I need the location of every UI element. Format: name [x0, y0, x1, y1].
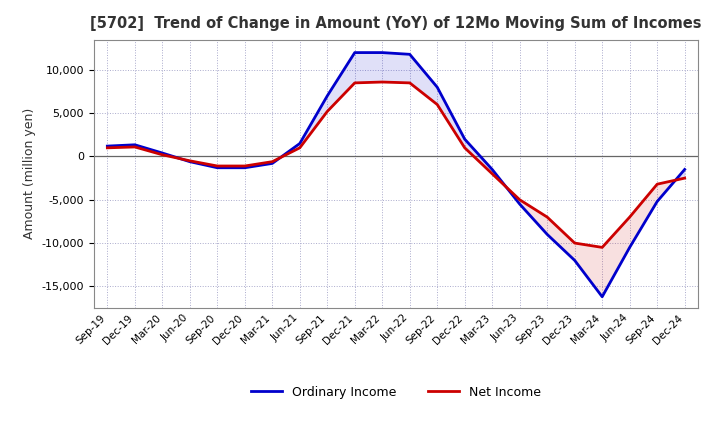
- Ordinary Income: [130, 142, 139, 147]
- Net Income: [626, 214, 634, 220]
- Net Income: [323, 109, 332, 114]
- Net Income: [460, 145, 469, 150]
- Net Income: [516, 197, 524, 202]
- Ordinary Income: [653, 199, 662, 204]
- Net Income: [213, 163, 222, 169]
- Net Income: [653, 182, 662, 187]
- Net Income: [158, 152, 166, 158]
- Net Income: [570, 240, 579, 246]
- Ordinary Income: [323, 93, 332, 99]
- Net Income: [598, 245, 606, 250]
- Ordinary Income: [433, 84, 441, 90]
- Ordinary Income: [186, 159, 194, 164]
- Net Income: [378, 79, 387, 84]
- Ordinary Income: [460, 136, 469, 142]
- Ordinary Income: [351, 50, 359, 55]
- Ordinary Income: [268, 161, 276, 166]
- Ordinary Income: [103, 143, 112, 149]
- Net Income: [268, 159, 276, 164]
- Net Income: [488, 171, 497, 176]
- Ordinary Income: [240, 165, 249, 170]
- Net Income: [103, 145, 112, 150]
- Ordinary Income: [680, 167, 689, 172]
- Ordinary Income: [570, 258, 579, 263]
- Ordinary Income: [598, 294, 606, 299]
- Net Income: [186, 158, 194, 163]
- Line: Ordinary Income: Ordinary Income: [107, 53, 685, 297]
- Net Income: [295, 145, 304, 150]
- Line: Net Income: Net Income: [107, 82, 685, 247]
- Legend: Ordinary Income, Net Income: Ordinary Income, Net Income: [246, 381, 546, 404]
- Ordinary Income: [295, 141, 304, 146]
- Net Income: [680, 176, 689, 181]
- Title: [5702]  Trend of Change in Amount (YoY) of 12Mo Moving Sum of Incomes: [5702] Trend of Change in Amount (YoY) o…: [90, 16, 702, 32]
- Net Income: [130, 144, 139, 150]
- Ordinary Income: [543, 232, 552, 237]
- Net Income: [405, 80, 414, 85]
- Ordinary Income: [405, 51, 414, 57]
- Ordinary Income: [516, 202, 524, 207]
- Ordinary Income: [488, 167, 497, 172]
- Net Income: [351, 80, 359, 85]
- Ordinary Income: [378, 50, 387, 55]
- Net Income: [543, 214, 552, 220]
- Y-axis label: Amount (million yen): Amount (million yen): [23, 108, 36, 239]
- Ordinary Income: [213, 165, 222, 170]
- Net Income: [240, 163, 249, 169]
- Ordinary Income: [158, 150, 166, 156]
- Net Income: [433, 102, 441, 107]
- Ordinary Income: [626, 245, 634, 250]
